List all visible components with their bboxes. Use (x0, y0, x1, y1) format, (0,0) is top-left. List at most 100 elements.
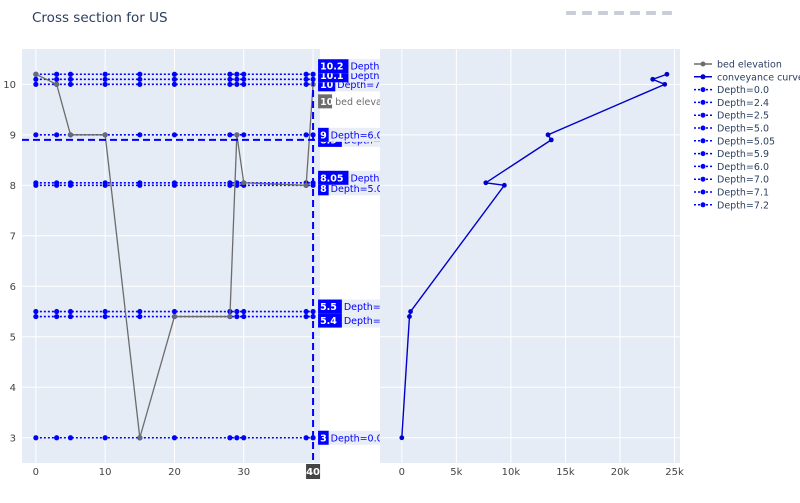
depth-point (303, 71, 309, 77)
depth-point (227, 81, 233, 87)
hover-label-name: Depth=2.4 (344, 316, 396, 327)
legend-swatch-marker (700, 74, 706, 80)
conveyance-point (501, 182, 507, 188)
modebar[interactable] (566, 0, 716, 15)
bed-elevation-point (102, 132, 108, 138)
zoom-in-icon[interactable] (614, 11, 624, 15)
depth-point (137, 180, 143, 186)
x-tick-label: 0 (399, 467, 405, 478)
legend-swatch-marker (700, 87, 706, 93)
hover-label-name: Depth=5.0 (331, 184, 383, 195)
legend-item[interactable]: Depth=5.05 (694, 136, 775, 147)
conveyance-point (399, 435, 405, 441)
depth-point (227, 180, 233, 186)
depth-point (227, 71, 233, 77)
conveyance-plot[interactable]: 0 5k 10k 15k 20k 25k (380, 49, 684, 478)
legend-item[interactable]: Depth=5.9 (694, 149, 769, 160)
depth-point (303, 308, 309, 315)
hover-label-name: Depth=7.1 (350, 71, 402, 82)
legend-label: Depth=7.1 (717, 188, 769, 199)
depth-point (234, 435, 240, 441)
cross-section-plot[interactable]: 0 10 20 30 3 4 5 6 7 8 9 10 40 3 Depth=0.0 5.4 Depth=2.4… (3, 49, 415, 479)
depth-point (234, 308, 240, 315)
conveyance-point (545, 132, 551, 138)
legend-label: Depth=7.2 (717, 200, 769, 211)
depth-point (241, 435, 247, 441)
camera-icon[interactable] (566, 11, 576, 15)
legend-item[interactable]: Depth=7.2 (694, 200, 769, 211)
legend-item[interactable]: Depth=6.0 (694, 162, 769, 173)
y-tick-label: 8 (10, 181, 16, 192)
depth-point (33, 180, 39, 186)
depth-point (33, 81, 39, 87)
conveyance-curve-line (401, 73, 668, 438)
legend-item[interactable]: Depth=2.4 (694, 98, 769, 109)
y-tick-label: 6 (10, 282, 16, 293)
hover-label-box (318, 127, 329, 142)
y-tick-label: 3 (10, 433, 16, 444)
depth-point (67, 76, 74, 82)
depth-point (137, 71, 143, 77)
depth-point (171, 81, 178, 87)
legend-item[interactable]: bed elevation (694, 60, 782, 71)
bed-elevation-point (33, 71, 39, 77)
y-tick-label: 4 (10, 383, 16, 394)
hover-label-value: 9 (320, 130, 327, 141)
depth-point (241, 71, 247, 77)
hover-label-name: Depth=0.0 (331, 433, 383, 444)
conveyance-point (407, 314, 412, 319)
y-tick-label: 5 (10, 332, 16, 343)
bed-elevation-point (303, 182, 309, 188)
depth-point (171, 76, 178, 82)
depth-point (303, 81, 309, 87)
legend-item[interactable]: conveyance curve (694, 72, 800, 83)
depth-point (54, 435, 60, 441)
legend-item[interactable]: Depth=5.0 (694, 124, 769, 135)
crosshair-x-label-box (306, 464, 321, 479)
legend-label: conveyance curve (717, 72, 800, 83)
zoom-icon[interactable] (582, 11, 592, 15)
depth-point (67, 308, 74, 315)
legend-swatch-marker (700, 61, 706, 67)
autoscale-icon[interactable] (646, 11, 656, 15)
depth-point (54, 76, 60, 82)
legend-label: Depth=5.9 (717, 149, 769, 160)
hover-label-name: Depth=5.05 (350, 173, 408, 184)
depth-point (102, 71, 108, 77)
hover-label-name: Depth=6.0 (331, 130, 383, 141)
legend-label: Depth=7.0 (717, 175, 769, 186)
legend-item[interactable]: Depth=0.0 (694, 85, 769, 96)
bed-elevation-point (54, 81, 60, 87)
pan-icon[interactable] (598, 11, 608, 15)
depth-point (303, 313, 309, 320)
legend-item[interactable]: Depth=2.5 (694, 111, 769, 122)
depth-point (54, 71, 60, 77)
depth-point (67, 81, 74, 87)
x-tick-label: 25k (665, 467, 684, 478)
y-tick-label: 9 (10, 130, 16, 141)
hover-label-box (318, 181, 329, 196)
legend-swatch-marker (700, 125, 706, 131)
legend-item[interactable]: Depth=7.0 (694, 175, 769, 186)
depth-point (234, 81, 240, 87)
reset-axes-icon[interactable] (662, 11, 672, 15)
bed-elevation-point (68, 132, 73, 138)
hover-label-bg (318, 127, 389, 142)
legend-label: Depth=5.0 (717, 124, 769, 135)
depth-point (102, 313, 108, 320)
depth-point (234, 76, 240, 82)
bed-hover-label-box (318, 94, 333, 109)
depth-point (241, 81, 247, 87)
hover-label-value: 10 (320, 80, 334, 91)
depth-point (33, 76, 39, 82)
x-tick-label: 20 (168, 467, 181, 478)
hover-label-bg (318, 181, 389, 196)
legend-label: Depth=5.05 (717, 136, 775, 147)
legend-item[interactable]: Depth=7.1 (694, 188, 769, 199)
legend-swatch-marker (700, 151, 706, 157)
depth-point (137, 81, 143, 87)
zoom-out-icon[interactable] (630, 11, 640, 15)
